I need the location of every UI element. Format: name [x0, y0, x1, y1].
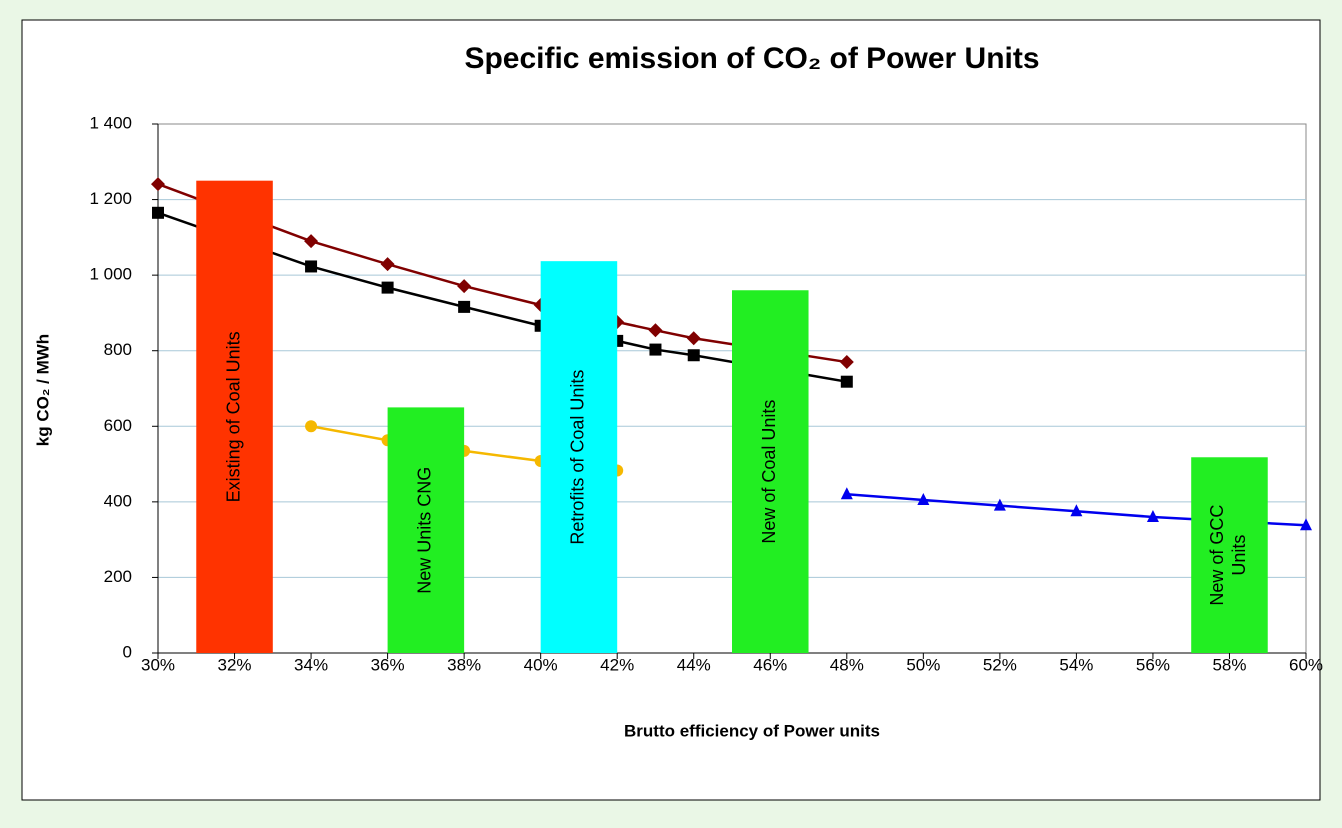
x-tick-label: 54%	[1059, 655, 1093, 674]
marker	[458, 300, 471, 313]
marker	[305, 260, 318, 273]
marker	[993, 498, 1006, 511]
x-tick-label: 52%	[983, 655, 1017, 674]
marker	[649, 343, 662, 356]
x-tick-label: 34%	[294, 655, 328, 674]
x-tick-label: 60%	[1289, 655, 1323, 674]
marker	[839, 355, 854, 370]
x-tick-label: 50%	[906, 655, 940, 674]
chart-title: Specific emission of CO₂ of Power Units	[464, 42, 1039, 75]
bar	[540, 261, 618, 653]
bar-label: Retrofits of Coal Units	[568, 370, 588, 545]
marker	[304, 234, 319, 249]
bar	[387, 407, 465, 653]
marker	[1146, 509, 1159, 522]
y-tick-label: 400	[104, 491, 132, 510]
x-tick-label: 38%	[447, 655, 481, 674]
bar-label: Units	[1229, 535, 1249, 576]
bar	[1191, 457, 1268, 653]
marker	[381, 281, 394, 294]
y-tick-label: 800	[104, 340, 132, 359]
marker	[648, 323, 663, 338]
marker	[686, 331, 701, 346]
x-tick-label: 32%	[218, 655, 252, 674]
x-tick-label: 44%	[677, 655, 711, 674]
x-tick-label: 40%	[524, 655, 558, 674]
x-tick-label: 48%	[830, 655, 864, 674]
x-tick-label: 30%	[141, 655, 175, 674]
bar-label: New of Coal Units	[759, 400, 779, 544]
marker	[305, 420, 318, 433]
x-tick-label: 46%	[753, 655, 787, 674]
y-axis-label: kg CO₂ / MWh	[33, 334, 52, 446]
bar-label: Existing of Coal Units	[223, 331, 243, 502]
bar	[196, 180, 273, 653]
bar-label: New of GCC	[1207, 505, 1227, 606]
marker	[1070, 504, 1083, 517]
y-tick-label: 1 200	[89, 189, 132, 208]
marker	[151, 177, 165, 192]
y-tick-label: 200	[104, 567, 132, 586]
marker	[840, 487, 853, 500]
x-tick-label: 58%	[1212, 655, 1246, 674]
x-axis-label: Brutto efficiency of Power units	[624, 721, 880, 740]
bar-label: New Units CNG	[415, 467, 435, 594]
marker	[840, 375, 853, 388]
y-tick-label: 600	[104, 416, 132, 435]
marker	[917, 492, 930, 505]
marker	[380, 257, 395, 272]
x-tick-label: 36%	[371, 655, 405, 674]
series-line	[846, 493, 1307, 527]
y-tick-label: 1 400	[89, 113, 132, 132]
x-tick-label: 42%	[600, 655, 634, 674]
marker	[457, 279, 472, 294]
x-tick-label: 56%	[1136, 655, 1170, 674]
bar	[732, 290, 809, 653]
marker	[687, 349, 700, 362]
marker	[152, 206, 164, 219]
marker	[1300, 518, 1312, 531]
y-tick-label: 0	[123, 642, 132, 661]
y-tick-label: 1 000	[89, 265, 132, 284]
